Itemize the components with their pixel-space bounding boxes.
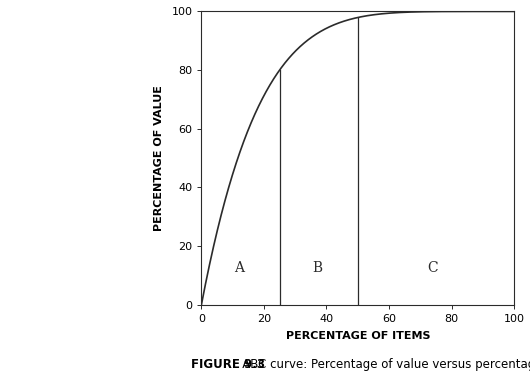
Text: FIGURE 9.3: FIGURE 9.3 — [191, 359, 265, 371]
Text: ABC curve: Percentage of value versus percentage of items.: ABC curve: Percentage of value versus pe… — [231, 359, 530, 371]
Text: B: B — [312, 261, 322, 275]
Text: C: C — [428, 261, 438, 275]
X-axis label: PERCENTAGE OF ITEMS: PERCENTAGE OF ITEMS — [286, 331, 430, 341]
Text: A: A — [234, 261, 244, 275]
Y-axis label: PERCENTAGE OF VALUE: PERCENTAGE OF VALUE — [154, 85, 164, 231]
